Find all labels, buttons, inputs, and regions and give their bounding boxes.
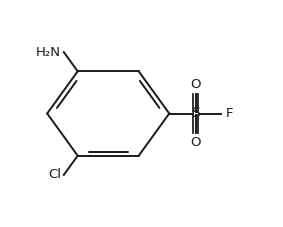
Text: Cl: Cl xyxy=(48,168,61,181)
Text: F: F xyxy=(226,107,233,120)
Text: S: S xyxy=(191,106,200,121)
Text: H₂N: H₂N xyxy=(36,46,61,59)
Text: O: O xyxy=(190,78,201,91)
Text: O: O xyxy=(190,136,201,149)
